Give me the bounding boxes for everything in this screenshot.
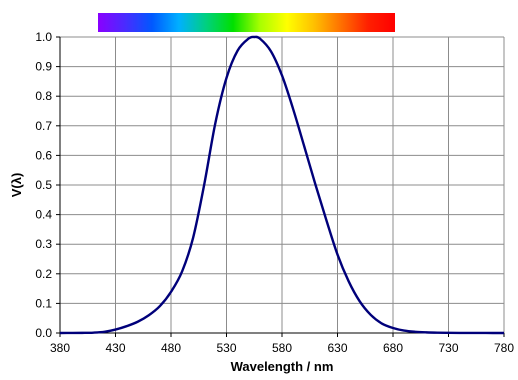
x-tick-label: 430 xyxy=(105,341,125,355)
x-tick-label: 530 xyxy=(216,341,236,355)
x-tick-label: 630 xyxy=(327,341,347,355)
y-tick-label: 0.2 xyxy=(35,267,52,281)
y-axis-label: V(λ) xyxy=(9,173,24,198)
y-tick-label: 0.3 xyxy=(35,237,52,251)
x-tick-label: 780 xyxy=(494,341,514,355)
y-tick-label: 0.5 xyxy=(35,178,52,192)
y-tick-label: 0.0 xyxy=(35,326,52,340)
y-tick-label: 1.0 xyxy=(35,30,52,44)
x-axis-label: Wavelength / nm xyxy=(231,359,334,374)
spectrum-bar xyxy=(98,13,395,32)
x-tick-labels: 380 430 480 530 580 630 680 730 780 xyxy=(50,341,514,355)
x-tick-label: 480 xyxy=(161,341,181,355)
y-tick-label: 0.6 xyxy=(35,148,52,162)
y-tick-label: 0.9 xyxy=(35,60,52,74)
y-tick-labels: 0.0 0.1 0.2 0.3 0.4 0.5 0.6 0.7 0.8 0.9 1.0 xyxy=(35,30,52,340)
series-line xyxy=(59,35,504,335)
x-tick-label: 680 xyxy=(383,341,403,355)
x-tick-label: 730 xyxy=(438,341,458,355)
y-tick-label: 0.4 xyxy=(35,208,52,222)
y-tick-label: 0.7 xyxy=(35,119,52,133)
y-tick-label: 0.8 xyxy=(35,89,52,103)
x-tick-label: 380 xyxy=(50,341,70,355)
y-tick-label: 0.1 xyxy=(35,296,52,310)
axes xyxy=(56,36,505,337)
x-tick-label: 580 xyxy=(272,341,292,355)
grid-lines xyxy=(59,36,505,334)
